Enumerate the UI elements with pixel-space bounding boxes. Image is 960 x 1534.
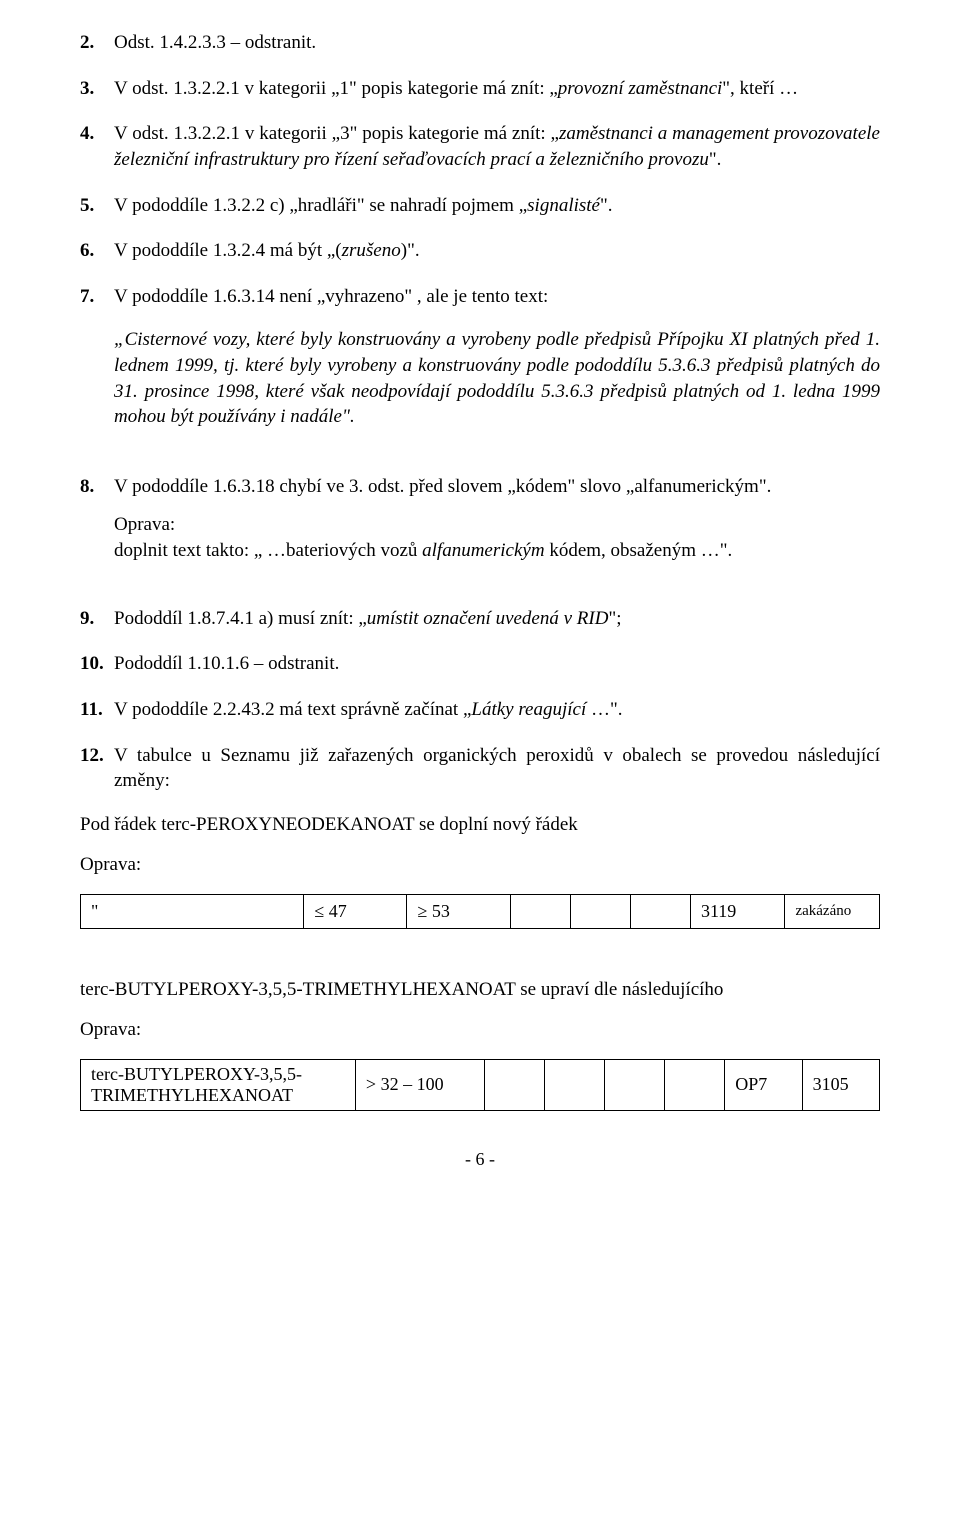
item-number: 3. xyxy=(80,76,114,102)
item-body: V pododdíle 1.3.2.4 má být „(zrušeno)". xyxy=(114,238,880,264)
text-post: …". xyxy=(586,699,622,720)
item-4: 4. V odst. 1.3.2.2.1 v kategorii „3" pop… xyxy=(80,121,880,172)
table-row: terc-BUTYLPEROXY-3,5,5-TRIMETHYLHEXANOAT… xyxy=(81,1059,880,1110)
item-10: 10. Pododdíl 1.10.1.6 – odstranit. xyxy=(80,651,880,677)
text-post: kódem, obsaženým …". xyxy=(545,540,733,561)
item-number: 9. xyxy=(80,606,114,632)
paragraph-2: terc-BUTYLPEROXY-3,5,5-TRIMETHYLHEXANOAT… xyxy=(80,979,880,1001)
item-number: 10. xyxy=(80,651,114,677)
spacer xyxy=(80,582,880,606)
cell xyxy=(630,894,690,928)
fix-label: Oprava: xyxy=(114,514,880,536)
item-number: 11. xyxy=(80,697,114,723)
item-7: 7. V pododdíle 1.6.3.14 není „vyhrazeno"… xyxy=(80,284,880,430)
table-2: terc-BUTYLPEROXY-3,5,5-TRIMETHYLHEXANOAT… xyxy=(80,1059,880,1111)
item-body: V pododdíle 1.6.3.18 chybí ve 3. odst. p… xyxy=(114,474,880,500)
fix-text: doplnit text takto: „ …bateriových vozů … xyxy=(114,540,880,562)
document-page: 2. Odst. 1.4.2.3.3 – odstranit. 3. V ods… xyxy=(0,0,960,1210)
cell: ≥ 53 xyxy=(407,894,510,928)
fix-label: Oprava: xyxy=(80,1019,880,1041)
item-2: 2. Odst. 1.4.2.3.3 – odstranit. xyxy=(80,30,880,56)
text-pre: V pododdíle 1.3.2.4 má být „( xyxy=(114,240,342,261)
item-number: 8. xyxy=(80,474,114,500)
cell xyxy=(484,1059,544,1110)
text-post: ". xyxy=(709,149,722,170)
cell: " xyxy=(81,894,304,928)
item-body: V odst. 1.3.2.2.1 v kategorii „1" popis … xyxy=(114,76,880,102)
item-number: 4. xyxy=(80,121,114,172)
cell: 3119 xyxy=(690,894,784,928)
item-5: 5. V pododdíle 1.3.2.2 c) „hradláři" se … xyxy=(80,193,880,219)
item-number: 5. xyxy=(80,193,114,219)
text-italic: alfanumerickým xyxy=(422,540,544,561)
quote-block: „Cisternové vozy, které byly konstruován… xyxy=(114,327,880,430)
table-1: " ≤ 47 ≥ 53 3119 zakázáno xyxy=(80,894,880,929)
item-12: 12. V tabulce u Seznamu již zařazených o… xyxy=(80,743,880,794)
text-pre: V pododdíle 2.2.43.2 má text správně zač… xyxy=(114,699,471,720)
item-body: V tabulce u Seznamu již zařazených organ… xyxy=(114,743,880,794)
item-number: 7. xyxy=(80,284,114,430)
text-pre: V odst. 1.3.2.2.1 v kategorii „1" popis … xyxy=(114,78,558,99)
item-11: 11. V pododdíle 2.2.43.2 má text správně… xyxy=(80,697,880,723)
cell: ≤ 47 xyxy=(304,894,407,928)
text-italic: signalisté xyxy=(527,195,600,216)
item-6: 6. V pododdíle 1.3.2.4 má být „(zrušeno)… xyxy=(80,238,880,264)
cell xyxy=(570,894,630,928)
text-italic: umístit označení uvedená v RID xyxy=(367,608,609,629)
item-8: 8. V pododdíle 1.6.3.18 chybí ve 3. odst… xyxy=(80,474,880,500)
text-italic: provozní zaměstnanci xyxy=(558,78,722,99)
spacer xyxy=(80,929,880,963)
text-post: )". xyxy=(401,240,420,261)
text-post: ". xyxy=(600,195,613,216)
text-post: "; xyxy=(608,608,621,629)
text-italic: zrušeno xyxy=(342,240,401,261)
item-number: 12. xyxy=(80,743,114,794)
item-body: Odst. 1.4.2.3.3 – odstranit. xyxy=(114,30,880,56)
item-body: Pododdíl 1.10.1.6 – odstranit. xyxy=(114,651,880,677)
spacer xyxy=(80,450,880,474)
text-pre: Pododdíl 1.8.7.4.1 a) musí znít: „ xyxy=(114,608,367,629)
cell: terc-BUTYLPEROXY-3,5,5-TRIMETHYLHEXANOAT xyxy=(81,1059,356,1110)
item-number: 6. xyxy=(80,238,114,264)
cell xyxy=(605,1059,665,1110)
cell: OP7 xyxy=(725,1059,802,1110)
item-lead: V pododdíle 1.6.3.14 není „vyhrazeno" , … xyxy=(114,284,880,310)
item-3: 3. V odst. 1.3.2.2.1 v kategorii „1" pop… xyxy=(80,76,880,102)
text-italic: Látky reagující xyxy=(471,699,586,720)
item-body: V pododdíle 1.6.3.14 není „vyhrazeno" , … xyxy=(114,284,880,430)
text-pre: doplnit text takto: „ …bateriových vozů xyxy=(114,540,422,561)
text-post: ", kteří … xyxy=(722,78,798,99)
text-pre: V pododdíle 1.3.2.2 c) „hradláři" se nah… xyxy=(114,195,527,216)
cell xyxy=(510,894,570,928)
cell xyxy=(665,1059,725,1110)
cell: 3105 xyxy=(802,1059,879,1110)
cell: > 32 – 100 xyxy=(355,1059,484,1110)
cell: zakázáno xyxy=(785,894,880,928)
item-body: V pododdíle 2.2.43.2 má text správně zač… xyxy=(114,697,880,723)
item-8-fix: Oprava: doplnit text takto: „ …bateriový… xyxy=(114,514,880,562)
paragraph-1: Pod řádek terc-PEROXYNEODEKANOAT se dopl… xyxy=(80,814,880,836)
item-9: 9. Pododdíl 1.8.7.4.1 a) musí znít: „umí… xyxy=(80,606,880,632)
item-number: 2. xyxy=(80,30,114,56)
item-body: Pododdíl 1.8.7.4.1 a) musí znít: „umísti… xyxy=(114,606,880,632)
page-number: - 6 - xyxy=(80,1149,880,1170)
text-pre: V odst. 1.3.2.2.1 v kategorii „3" popis … xyxy=(114,123,559,144)
fix-label: Oprava: xyxy=(80,854,880,876)
item-body: V pododdíle 1.3.2.2 c) „hradláři" se nah… xyxy=(114,193,880,219)
table-row: " ≤ 47 ≥ 53 3119 zakázáno xyxy=(81,894,880,928)
cell xyxy=(544,1059,604,1110)
item-body: V odst. 1.3.2.2.1 v kategorii „3" popis … xyxy=(114,121,880,172)
